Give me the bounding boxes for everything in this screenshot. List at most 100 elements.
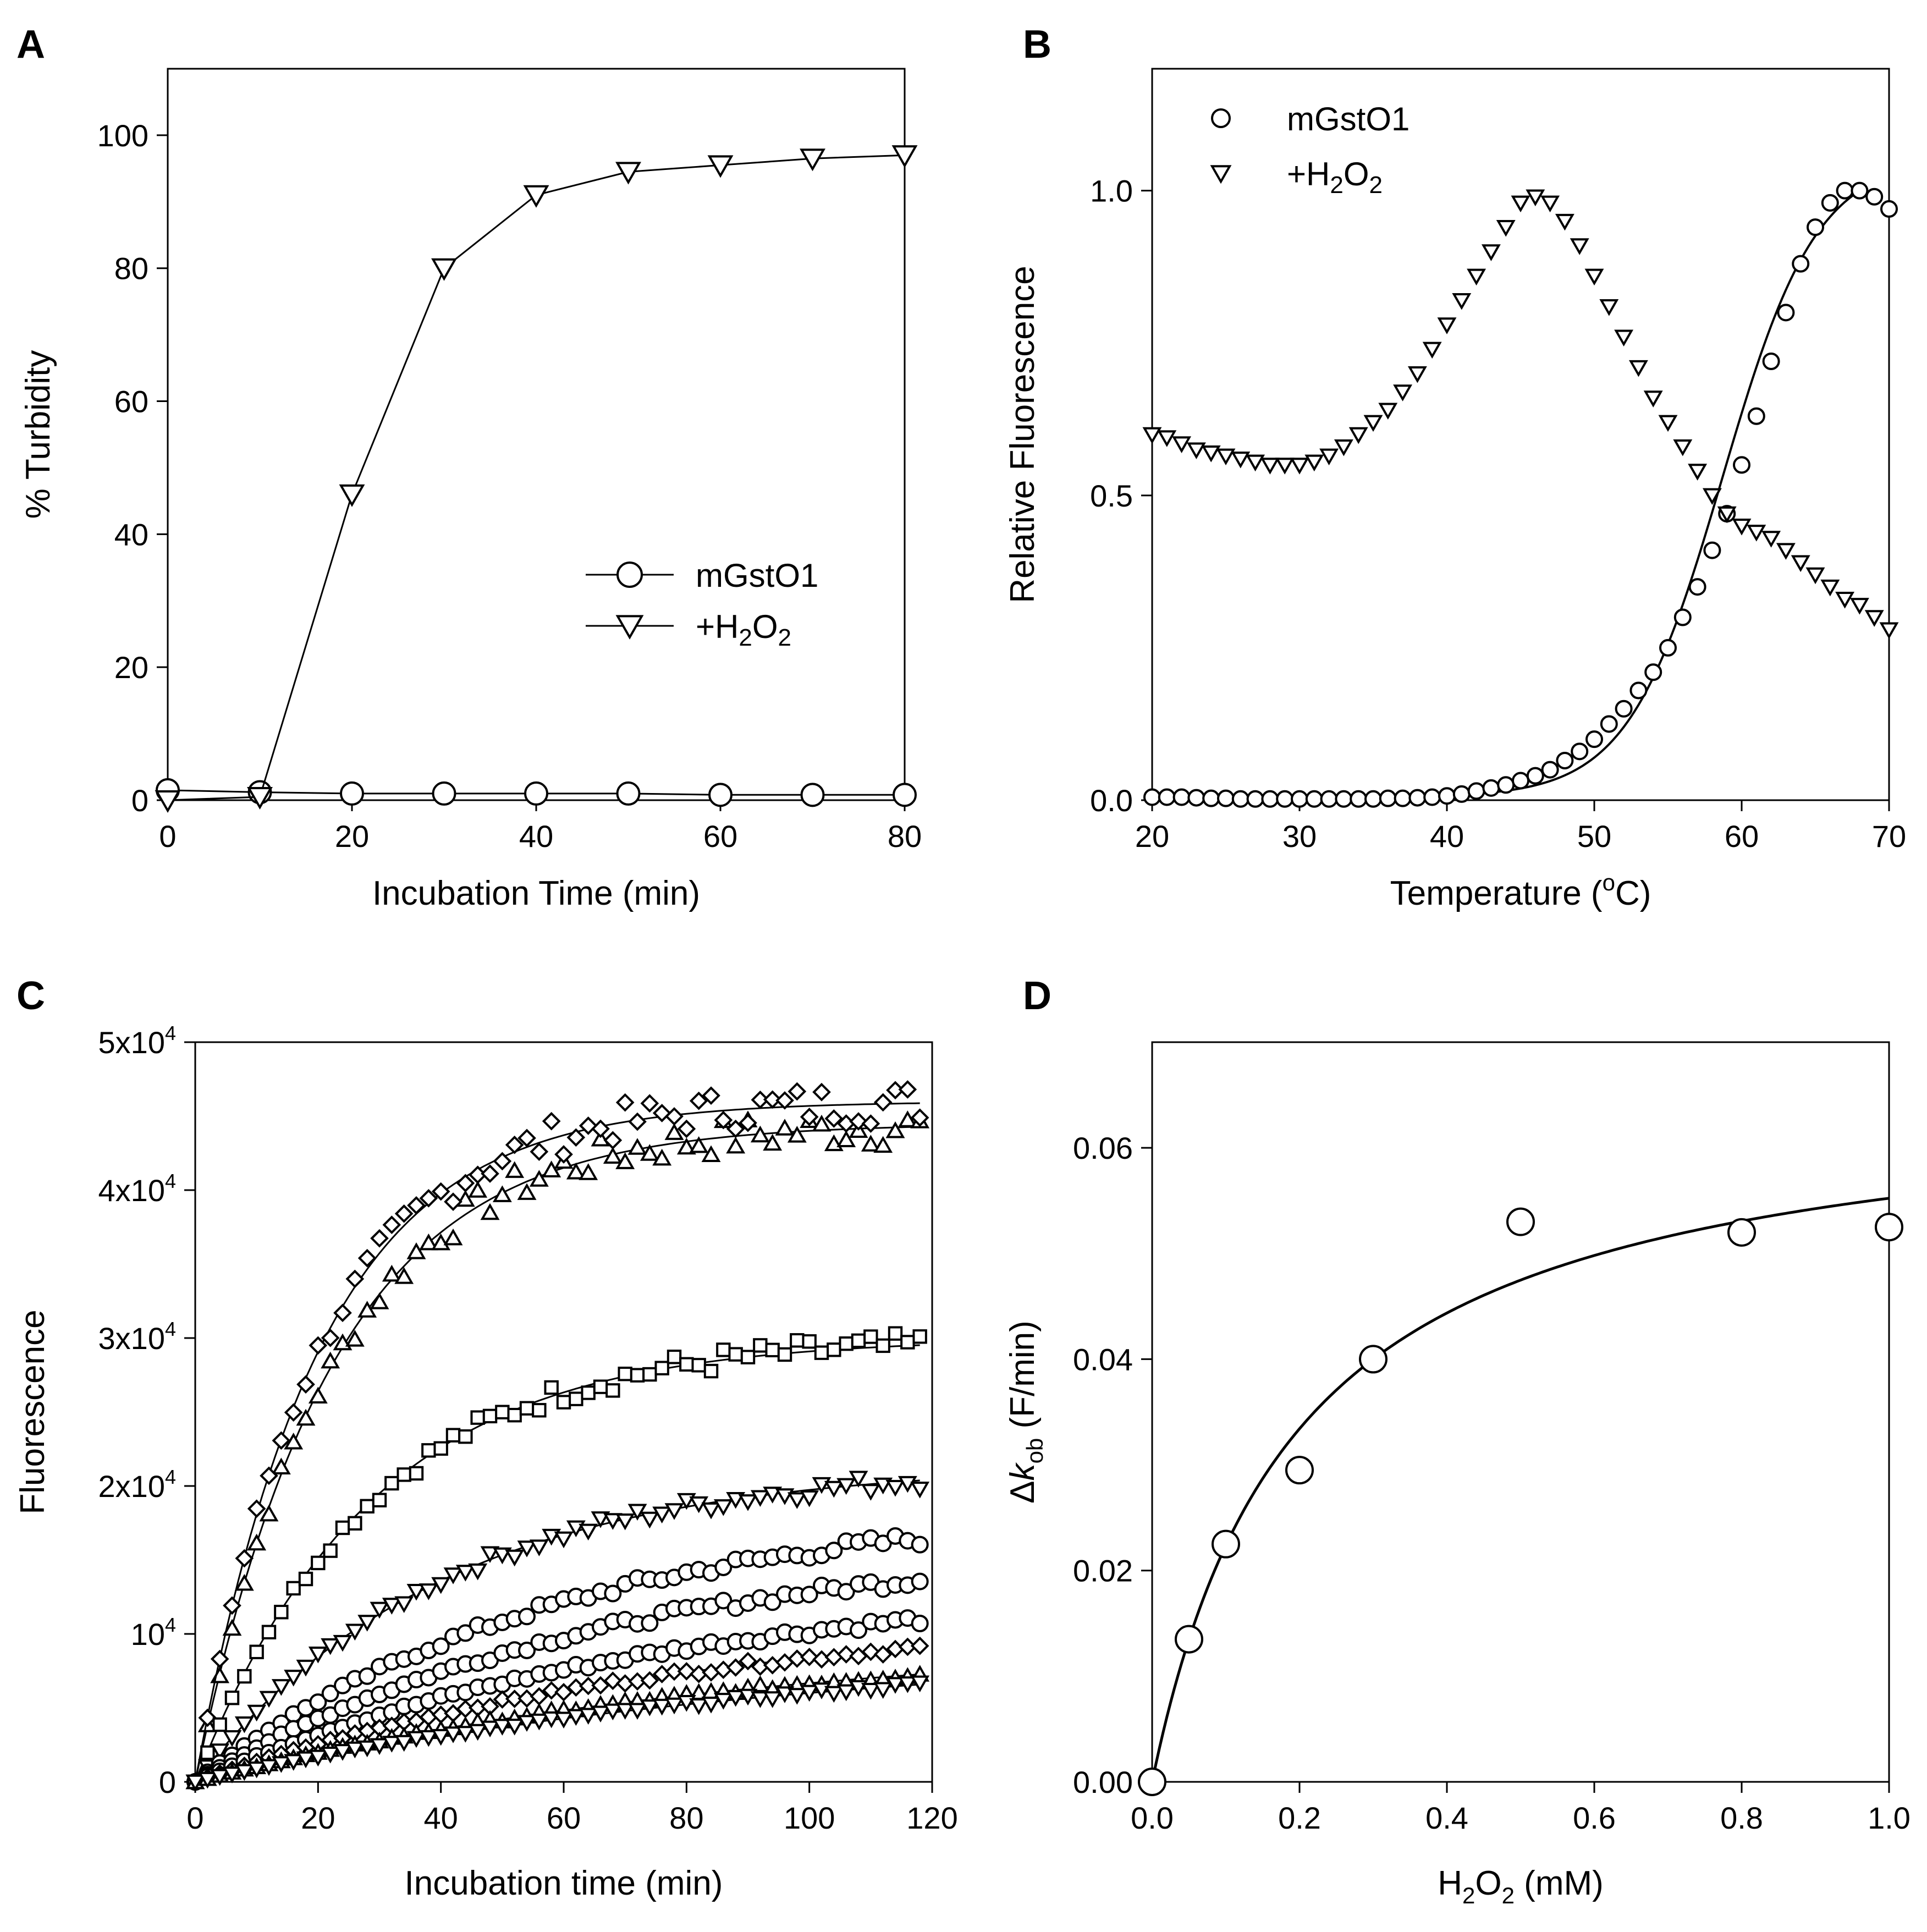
data-point	[519, 1401, 535, 1416]
data-point	[1350, 790, 1368, 808]
data-point	[1727, 1218, 1756, 1247]
data-point	[1348, 427, 1368, 444]
data-point	[544, 1380, 559, 1395]
data-point	[382, 1264, 401, 1282]
y-tick-label: 3x104	[98, 1318, 176, 1356]
data-point	[443, 1567, 463, 1584]
x-tick-label: 60	[703, 819, 737, 854]
x-tick-label: 0	[186, 1801, 203, 1835]
y-tick-label: 2x104	[98, 1466, 176, 1504]
data-point	[726, 1119, 745, 1138]
data-point	[286, 1581, 301, 1596]
data-point	[787, 1126, 807, 1143]
data-point	[234, 1716, 254, 1733]
data-point	[542, 1111, 561, 1131]
data-point	[664, 1503, 684, 1520]
data-point	[1585, 730, 1603, 748]
data-point	[861, 1683, 880, 1700]
data-point	[224, 1691, 240, 1705]
data-point	[691, 1358, 706, 1373]
data-point	[1320, 790, 1338, 808]
panel-letter: C	[16, 974, 45, 1018]
data-point	[200, 1745, 215, 1760]
data-point	[234, 1574, 254, 1591]
data-point	[777, 1347, 792, 1362]
data-point	[271, 1756, 291, 1773]
x-tick-label: 0.8	[1720, 1801, 1763, 1835]
data-point	[444, 1192, 463, 1211]
data-point	[814, 1345, 829, 1360]
data-point	[210, 1743, 230, 1760]
data-point	[800, 1108, 819, 1126]
data-point	[1792, 255, 1810, 273]
data-point	[492, 1719, 512, 1736]
data-point	[1658, 415, 1678, 432]
data-point	[296, 1408, 316, 1426]
x-tick-label: 50	[1577, 819, 1611, 854]
data-point	[333, 1634, 353, 1652]
panel-a: 0 20 40 60 80 0 20 40 60 80 100 A Incubation Time (m…	[16, 23, 922, 912]
data-point	[272, 1431, 291, 1450]
data-point	[912, 1329, 927, 1344]
data-point	[616, 781, 641, 806]
data-point	[714, 1592, 733, 1610]
data-point	[615, 1093, 635, 1112]
data-point	[1285, 1456, 1314, 1485]
data-point	[750, 1675, 770, 1692]
data-point	[824, 1648, 844, 1667]
data-point	[1334, 439, 1353, 456]
data-point	[1359, 1345, 1388, 1374]
data-point	[406, 1242, 426, 1259]
data-point	[259, 1691, 279, 1708]
data-point	[689, 1136, 709, 1153]
data-point	[542, 1681, 561, 1700]
data-point	[406, 1731, 426, 1748]
data-point	[787, 1492, 807, 1509]
data-point	[394, 1204, 414, 1223]
data-point	[665, 1662, 684, 1681]
data-point	[765, 1342, 780, 1357]
data-point	[384, 1476, 399, 1491]
data-point	[836, 1478, 856, 1495]
data-point	[296, 1659, 316, 1677]
data-point	[630, 1368, 645, 1383]
data-point	[873, 1093, 893, 1112]
data-point	[1615, 700, 1633, 718]
x-tick-label: 60	[547, 1801, 581, 1835]
data-point	[885, 1677, 905, 1694]
data-point	[1291, 790, 1308, 808]
data-point	[716, 1342, 731, 1357]
data-point	[1335, 790, 1353, 808]
data-point	[1511, 195, 1530, 213]
y-tick-label: 0.02	[1073, 1554, 1133, 1588]
data-point	[308, 1386, 328, 1404]
data-point	[505, 1135, 524, 1154]
data-point	[1186, 442, 1206, 460]
data-point	[382, 1598, 401, 1615]
x-tick-label: 40	[1430, 819, 1464, 854]
data-point	[713, 1693, 733, 1710]
data-point	[333, 1744, 353, 1761]
data-point	[654, 1361, 669, 1375]
data-point	[1408, 789, 1427, 807]
data-point	[910, 1636, 929, 1655]
y-tick-label: 0	[159, 1765, 176, 1799]
y-tick-label: 0.04	[1073, 1342, 1133, 1377]
data-point	[456, 1624, 475, 1642]
data-point	[495, 1405, 510, 1419]
data-point	[851, 1333, 866, 1348]
panel-letter: D	[1023, 974, 1051, 1018]
data-point	[873, 1645, 893, 1664]
data-point	[569, 1391, 583, 1406]
data-point	[824, 1686, 844, 1703]
series-trace-4	[185, 1471, 930, 1792]
data-point	[345, 1741, 365, 1759]
x-axis-title: Temperature (oC)	[1390, 869, 1651, 912]
x-tick-label: 100	[784, 1801, 835, 1835]
data-point	[566, 1709, 586, 1726]
data-point	[898, 1676, 917, 1693]
data-point	[456, 1174, 475, 1193]
data-point	[1879, 622, 1899, 639]
data-point	[1231, 790, 1249, 808]
